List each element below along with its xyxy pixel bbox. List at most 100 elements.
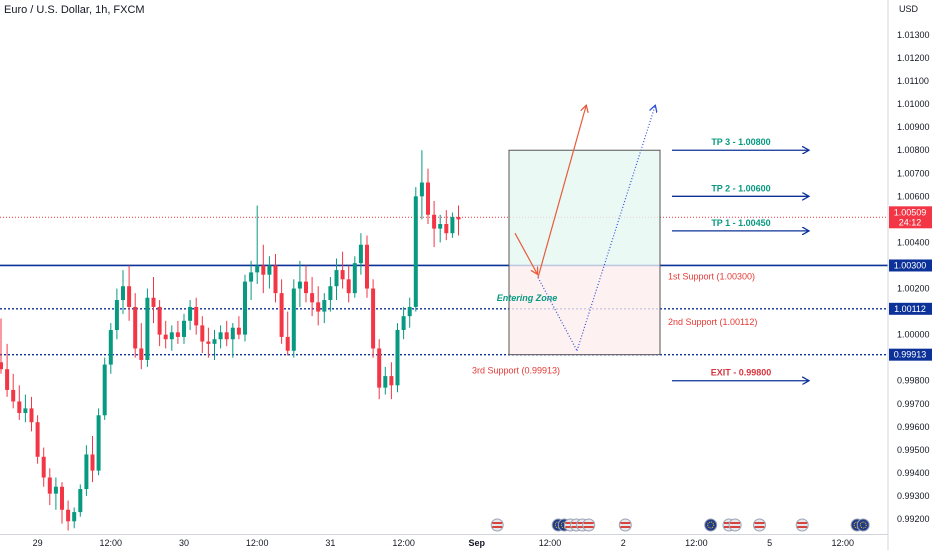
y-tick-label: 0.99200 [897, 514, 930, 524]
candle-body [133, 306, 138, 349]
current-price-badge [889, 206, 932, 229]
x-tick-label: 2 [621, 538, 626, 548]
candle-body [17, 401, 22, 413]
price-axis-bg[interactable] [888, 0, 932, 550]
time-axis[interactable]: 29 12:00 30 12:00 31 12:00 Sep 12:00 2 12:00 5 12:0… [0, 518, 888, 548]
y-tick-label: 1.01200 [897, 53, 930, 63]
current-price-value: 1.00509 [894, 207, 927, 217]
candle-body [334, 270, 339, 287]
x-tick-label: 12:00 [685, 538, 708, 548]
support1-badge-value: 1.00300 [894, 260, 927, 270]
support3-badge [889, 348, 932, 361]
candle-body [444, 223, 449, 234]
x-tick-label: 29 [33, 538, 43, 548]
candle-body [53, 486, 58, 494]
candle-body [11, 389, 16, 402]
us-flag-icon [728, 518, 742, 532]
dip-path [537, 277, 578, 351]
tp1-label: TP 1 - 1.00450 [711, 218, 770, 228]
candle-body [456, 217, 461, 220]
flag-stripe-icon [797, 522, 808, 524]
us-flag-icon [753, 518, 766, 532]
candle-body [297, 281, 302, 289]
y-tick-label: 1.00400 [897, 237, 930, 247]
candle-body [285, 336, 290, 351]
tp3-label: TP 3 - 1.00800 [711, 137, 770, 147]
x-tick-label: Sep [469, 538, 486, 548]
support2-badge-value: 1.00112 [894, 304, 926, 314]
y-tick-label: 0.99500 [897, 445, 930, 455]
candle-body [377, 348, 382, 388]
support1-label: 1st Support (1.00300) [668, 271, 755, 281]
flag-stars-icon [707, 521, 715, 529]
y-tick-label: 1.00700 [897, 168, 930, 178]
x-tick-label: 12:00 [539, 538, 562, 548]
candle-body [108, 330, 113, 365]
x-tick-label: 12:00 [100, 538, 123, 548]
x-tick-label: 12:00 [832, 538, 855, 548]
flag-stripe-icon [492, 526, 503, 528]
candle-body [127, 286, 132, 307]
candle-body [352, 263, 357, 294]
candle-body [249, 272, 254, 282]
exit-label: EXIT - 0.99800 [711, 368, 772, 378]
flag-stripe-icon [730, 526, 741, 528]
candle-body [267, 265, 272, 275]
candles [0, 150, 461, 531]
candle-body [419, 182, 424, 197]
entering-zone-label: Entering Zone [497, 293, 558, 303]
x-tick-label: 12:00 [246, 538, 269, 548]
flag-stripe-icon [492, 522, 503, 524]
countdown-value: 24:12 [899, 217, 922, 227]
candle-body [438, 223, 443, 229]
annotations: TP 3 - 1.00800 TP 2 - 1.00600 TP 1 - 1.004… [472, 106, 808, 381]
currency-label: USD [899, 4, 919, 14]
candle-body [121, 286, 125, 301]
candle-body [236, 327, 241, 335]
eu-flag-icon [856, 518, 870, 532]
candle-body [346, 279, 351, 294]
y-tick-label: 0.99800 [897, 376, 930, 386]
candle-body [273, 265, 278, 294]
eu-flag-icon [704, 518, 718, 532]
candle-body [426, 182, 430, 215]
candle-body [206, 341, 211, 344]
flag-stripe-icon [620, 522, 631, 524]
flag-stripe-icon [754, 522, 765, 524]
candle-body [358, 244, 363, 264]
candle-body [188, 306, 193, 321]
candle-body [139, 348, 144, 360]
candle-body [84, 454, 89, 490]
candle-body [218, 332, 223, 340]
candle-body [145, 297, 150, 360]
candle-body [66, 509, 71, 522]
candle-body [407, 306, 412, 317]
x-tick-label: 30 [179, 538, 189, 548]
support3-badge-value: 0.99913 [894, 350, 927, 360]
candle-body [401, 316, 406, 331]
support1-badge [889, 259, 932, 272]
candle-body [182, 320, 186, 337]
candle-body [29, 408, 34, 423]
flag-stars-icon [859, 521, 867, 529]
candle-body [279, 293, 284, 337]
candle-body [72, 512, 77, 522]
price-axis[interactable]: 1.01300 1.01200 1.01100 1.01000 1.00900 1.008… [887, 0, 932, 550]
candle-body [230, 327, 235, 340]
flag-stripe-icon [583, 522, 594, 524]
flag-stripe-icon [797, 526, 808, 528]
candle-body [169, 332, 174, 340]
us-flag-icon [582, 518, 596, 532]
candle-body [90, 454, 95, 471]
candle-body [255, 265, 260, 273]
candle-body [413, 196, 418, 307]
y-tick-label: 0.99400 [897, 468, 930, 478]
y-tick-label: 1.00800 [897, 145, 930, 155]
trade-zones [508, 149, 661, 356]
candle-body [450, 217, 455, 234]
us-flag-icon [490, 518, 504, 532]
y-tick-label: 1.01000 [897, 99, 930, 109]
